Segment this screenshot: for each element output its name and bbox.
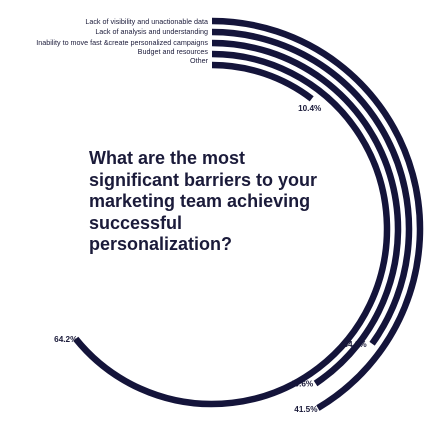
value-label-3: 40.6% — [290, 379, 314, 388]
category-label-4: Budget and resources — [138, 47, 209, 56]
bar-3 — [211, 39, 402, 387]
bar-5 — [211, 61, 314, 102]
value-label-5: 10.4% — [298, 104, 322, 113]
value-label-1: 41.5% — [294, 405, 318, 414]
category-label-3: Inability to move fast &create personali… — [36, 38, 208, 47]
value-label-4: 64.2% — [54, 335, 78, 344]
bar-2 — [211, 28, 413, 346]
category-label-5: Other — [190, 56, 209, 65]
category-label-2: Lack of analysis and understanding — [95, 27, 208, 36]
chart-title: What are the most significant barriers t… — [89, 148, 318, 254]
bar-1 — [211, 17, 424, 411]
category-label-1: Lack of visibility and unactionable data — [85, 17, 208, 26]
bar-4 — [73, 50, 391, 408]
